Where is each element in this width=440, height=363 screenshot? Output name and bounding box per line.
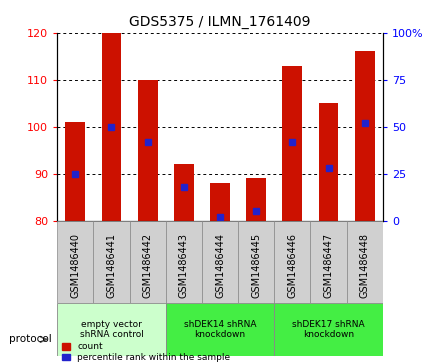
Bar — [210, 183, 230, 220]
Title: GDS5375 / ILMN_1761409: GDS5375 / ILMN_1761409 — [129, 15, 311, 29]
Text: GSM1486440: GSM1486440 — [70, 233, 80, 298]
Bar — [102, 33, 121, 220]
FancyBboxPatch shape — [57, 303, 166, 356]
FancyBboxPatch shape — [129, 220, 166, 303]
FancyBboxPatch shape — [238, 220, 274, 303]
Text: GSM1486442: GSM1486442 — [143, 233, 153, 298]
FancyBboxPatch shape — [57, 220, 93, 303]
Text: shDEK14 shRNA
knockdown: shDEK14 shRNA knockdown — [184, 320, 256, 339]
Bar — [246, 178, 266, 220]
FancyBboxPatch shape — [311, 220, 347, 303]
Text: GSM1486441: GSM1486441 — [106, 233, 117, 298]
Bar — [138, 79, 158, 220]
Bar — [66, 122, 85, 220]
FancyBboxPatch shape — [274, 303, 383, 356]
FancyBboxPatch shape — [347, 220, 383, 303]
Text: protocol: protocol — [9, 334, 51, 344]
FancyBboxPatch shape — [274, 220, 311, 303]
Text: GSM1486444: GSM1486444 — [215, 233, 225, 298]
Text: GSM1486443: GSM1486443 — [179, 233, 189, 298]
FancyBboxPatch shape — [202, 220, 238, 303]
Bar — [319, 103, 338, 220]
Text: empty vector
shRNA control: empty vector shRNA control — [80, 320, 143, 339]
Text: GSM1486447: GSM1486447 — [323, 233, 334, 298]
Legend: count, percentile rank within the sample: count, percentile rank within the sample — [62, 342, 230, 362]
Text: GSM1486445: GSM1486445 — [251, 233, 261, 298]
FancyBboxPatch shape — [166, 303, 274, 356]
Bar — [355, 52, 375, 220]
Bar — [174, 164, 194, 220]
FancyBboxPatch shape — [93, 220, 129, 303]
FancyBboxPatch shape — [166, 220, 202, 303]
Text: shDEK17 shRNA
knockdown: shDEK17 shRNA knockdown — [292, 320, 365, 339]
Text: GSM1486446: GSM1486446 — [287, 233, 297, 298]
Bar — [282, 66, 302, 220]
Text: GSM1486448: GSM1486448 — [360, 233, 370, 298]
